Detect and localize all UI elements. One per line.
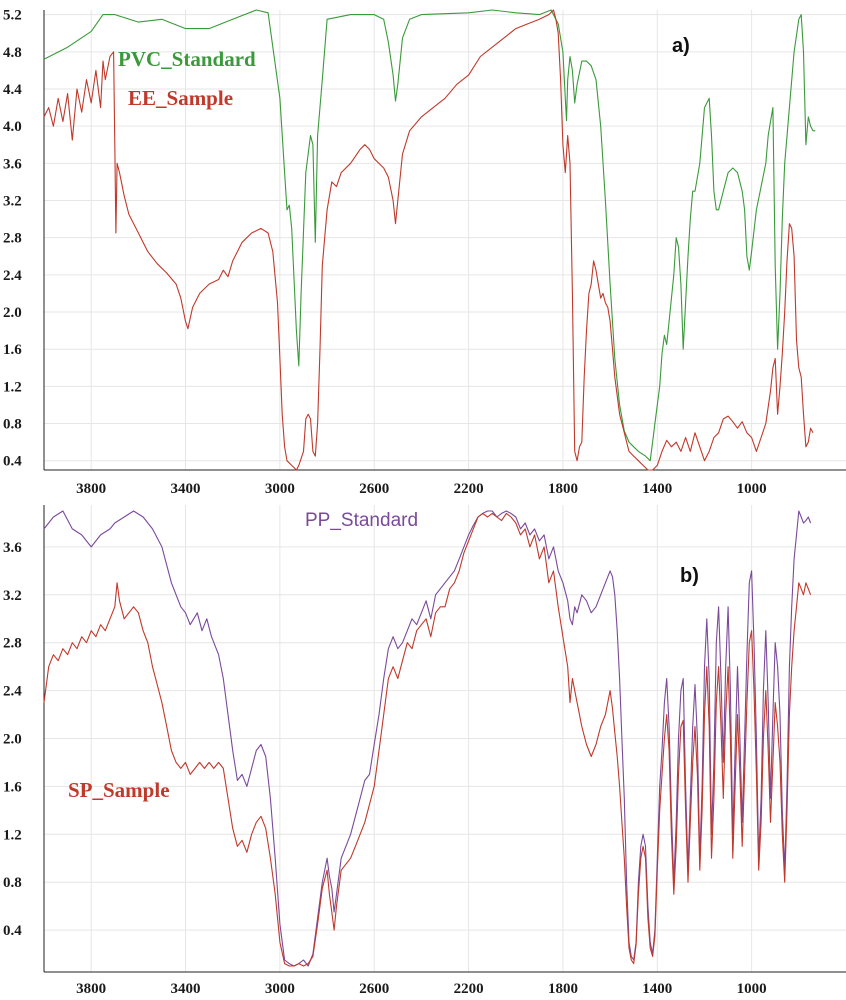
y-tick-label: 4.8 [3,45,22,61]
x-tick-label: 3400 [171,481,201,497]
y-tick-label: 5.2 [3,8,22,24]
series-line-pvc-standard [43,9,816,462]
panel-label: a) [672,35,690,57]
y-tick-label: 3.6 [3,156,22,172]
legend-label-pvc-standard: PVC_Standard [118,47,256,71]
x-tick-label: 2200 [454,481,484,497]
x-tick-label: 1800 [548,981,578,997]
y-tick-label: 1.2 [3,379,22,395]
y-tick-label: 1.6 [3,779,22,795]
y-tick-label: 4.4 [3,82,22,98]
x-tick-label: 3000 [265,981,295,997]
legend-label-ee-sample: EE_Sample [128,86,233,110]
chart-panel-a: 3800 3400 3000 2600 2200 1800 1400 1000 0.4 0.8 1.… [3,8,846,497]
y-tick-label: 1.6 [3,342,22,358]
legend-label-sp-sample: SP_Sample [68,778,170,802]
y-tick-label: 0.4 [3,454,22,470]
y-tick-label: 4.0 [3,119,22,135]
x-tick-label: 3800 [76,981,106,997]
x-tick-label: 3400 [171,981,201,997]
series-line-ee-sample [43,9,814,471]
y-tick-label: 0.8 [3,875,22,891]
x-tick-label: 1800 [548,481,578,497]
y-tick-label: 0.8 [3,417,22,433]
y-tick-label: 3.2 [3,588,22,604]
x-tick-label: 1000 [737,981,767,997]
x-tick-label: 2600 [359,481,389,497]
y-tick-label: 2.0 [3,305,22,321]
panel-label: b) [680,565,699,587]
x-tick-label: 2200 [454,981,484,997]
x-tick-label: 2600 [359,981,389,997]
y-tick-label: 2.0 [3,732,22,748]
x-tick-label: 1000 [737,481,767,497]
y-tick-label: 2.4 [3,268,22,284]
y-tick-label: 3.6 [3,540,22,556]
chart-panel-b: 3800 3400 3000 2600 2200 1800 1400 1000 0.4 0.8 1.… [3,505,846,997]
x-tick-label: 3800 [76,481,106,497]
series-line-sp-sample [43,512,812,967]
y-tick-label: 0.4 [3,923,22,939]
series-line-pp-standard [43,510,812,967]
x-tick-label: 1400 [642,981,672,997]
y-tick-label: 3.2 [3,194,22,210]
legend-label-pp-standard: PP_Standard [305,510,418,531]
x-tick-label: 1400 [642,481,672,497]
y-tick-label: 2.4 [3,684,22,700]
y-tick-label: 2.8 [3,231,22,247]
x-tick-label: 3000 [265,481,295,497]
y-tick-label: 2.8 [3,636,22,652]
y-tick-label: 1.2 [3,827,22,843]
